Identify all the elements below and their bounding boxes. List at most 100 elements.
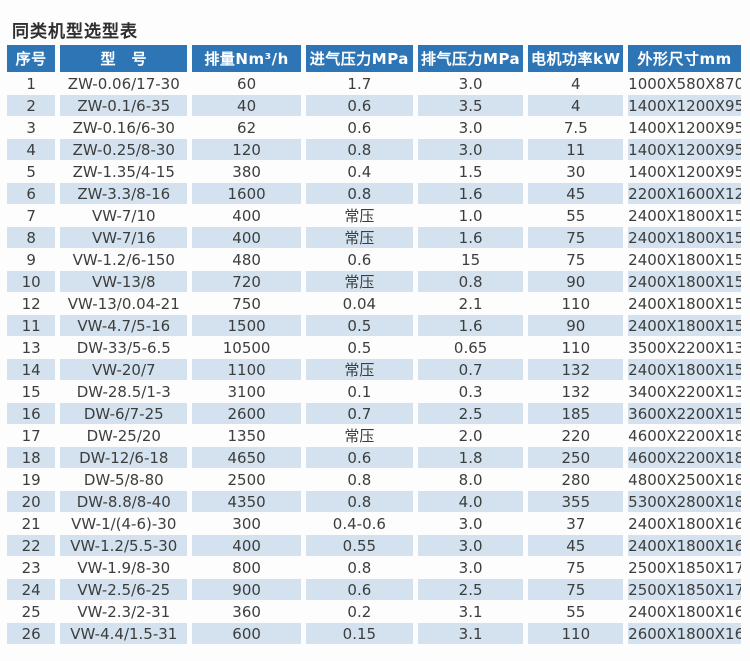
cell-model: VW-4.7/5-16 [60,315,188,336]
cell-dimensions: 1400X1200X950 [628,162,741,181]
cell-displacement: 4650 [192,447,301,468]
cell-model: ZW-0.16/6-30 [72,118,175,137]
cell-exhaust-pressure: 1.5 [458,162,483,181]
cell-motor-power: 110 [561,338,591,357]
cell-model: VW-4.4/1.5-31 [60,623,188,644]
cell-serial: 20 [7,491,56,512]
cell-serial: 4 [7,139,56,160]
cell-displacement: 400 [192,227,301,248]
cell-motor-power: 45 [528,183,624,204]
cell-exhaust-pressure: 1.6 [417,315,524,336]
cell-inlet-pressure: 常压 [344,207,375,225]
cell-dimensions: 5300X2800X1800 [628,491,741,512]
cell-model: VW-7/16 [60,227,188,248]
cell-dimensions: 4600X2200X1800 [628,447,741,468]
cell-motor-power: 90 [528,315,624,336]
cell-inlet-pressure: 常压 [305,271,413,292]
cell-exhaust-pressure: 3.0 [417,139,524,160]
cell-displacement: 400 [192,535,301,556]
cell-serial: 22 [7,535,56,556]
cell-exhaust-pressure: 3.0 [417,535,524,556]
cell-motor-power: 55 [566,206,586,225]
table-row: 25 VW-2.3/2-31 360 0.2 3.1 55 2400X1800X1600 [7,601,741,622]
cell-serial: 8 [7,227,56,248]
column-header-inlet-pressure: 进气压力MPa [305,45,413,72]
cell-dimensions: 3500X2200X1300 [628,338,741,357]
cell-motor-power: 185 [528,403,624,424]
cell-displacement: 62 [237,118,257,137]
cell-serial: 11 [7,315,56,336]
cell-motor-power: 75 [528,227,624,248]
cell-dimensions: 1400X1200X950 [628,118,741,137]
table-row: 22VW-1.2/5.5-304000.553.0452400X1800X160… [7,535,741,556]
cell-motor-power: 132 [561,382,591,401]
cell-exhaust-pressure: 0.7 [417,359,524,380]
cell-motor-power: 280 [561,470,591,489]
cell-exhaust-pressure: 2.1 [458,294,483,313]
cell-model: ZW-0.1/6-35 [60,95,188,116]
cell-model: DW-12/6-18 [60,447,188,468]
cell-motor-power: 355 [528,491,624,512]
cell-motor-power: 4 [571,74,581,93]
cell-motor-power: 75 [566,250,586,269]
cell-inlet-pressure: 0.7 [305,403,413,424]
cell-exhaust-pressure: 0.8 [417,271,524,292]
cell-exhaust-pressure: 3.0 [458,74,483,93]
cell-serial: 26 [7,623,56,644]
cell-motor-power: 45 [528,535,624,556]
table-row: 15 DW-28.5/1-3 3100 0.1 0.3 132 3400X2200X1300 [7,381,741,402]
cell-dimensions: 4600X2200X1800 [628,426,741,445]
cell-motor-power: 30 [566,162,586,181]
cell-serial: 21 [21,514,41,533]
cell-model: DW-5/8-80 [83,470,164,489]
table-row: 1 ZW-0.06/17-30 60 1.7 3.0 4 1000X580X870 [7,73,741,94]
cell-motor-power: 75 [528,579,624,600]
column-header-serial: 序号 [7,45,56,72]
cell-inlet-pressure: 0.6 [347,118,372,137]
cell-model: VW-1.2/5.5-30 [60,535,188,556]
cell-dimensions: 2400X1800X1500 [628,250,741,269]
cell-model: VW-1/(4-6)-30 [71,514,177,533]
cell-inlet-pressure: 0.4 [347,162,372,181]
cell-serial: 16 [7,403,56,424]
table-body: 1 ZW-0.06/17-30 60 1.7 3.0 4 1000X580X870 2 ZW-0… [7,73,741,644]
cell-motor-power: 110 [528,623,624,644]
cell-model: VW-2.5/6-25 [60,579,188,600]
cell-displacement: 750 [232,294,261,313]
cell-serial: 7 [26,206,36,225]
cell-model: VW-7/10 [91,206,156,225]
cell-motor-power: 90 [528,271,624,292]
table-row: 7 VW-7/10 400 常压 1.0 55 2400X1800X1500 [7,205,741,226]
cell-exhaust-pressure: 2.0 [458,426,483,445]
cell-exhaust-pressure: 3.5 [417,95,524,116]
table-row: 19 DW-5/8-80 2500 0.8 8.0 280 4800X2500X1800 [7,469,741,490]
cell-serial: 19 [21,470,41,489]
cell-displacement: 600 [192,623,301,644]
cell-model: DW-33/5-6.5 [76,338,171,357]
cell-motor-power: 55 [566,602,586,621]
table-row: 26 VW-4.4/1.5-31 600 0.15 3.1 110 2600X1800X16… [7,623,741,644]
cell-dimensions: 2400X1800X1500 [628,315,741,336]
cell-dimensions: 2500X1850X1700 [628,558,741,577]
cell-exhaust-pressure: 0.65 [453,338,488,357]
cell-serial: 18 [7,447,56,468]
cell-model: ZW-0.06/17-30 [67,74,180,93]
cell-exhaust-pressure: 3.0 [458,118,483,137]
cell-inlet-pressure: 0.8 [347,470,372,489]
cell-serial: 15 [21,382,41,401]
cell-exhaust-pressure: 1.6 [417,183,524,204]
table-row: 23 VW-1.9/8-30 800 0.8 3.0 75 2500X1850X1700 [7,557,741,578]
cell-inlet-pressure: 0.6 [305,447,413,468]
cell-inlet-pressure: 0.5 [347,338,372,357]
cell-dimensions: 2400X1800X1600 [628,514,741,533]
cell-serial: 23 [21,558,41,577]
cell-motor-power: 75 [566,558,586,577]
cell-exhaust-pressure: 3.1 [458,602,483,621]
